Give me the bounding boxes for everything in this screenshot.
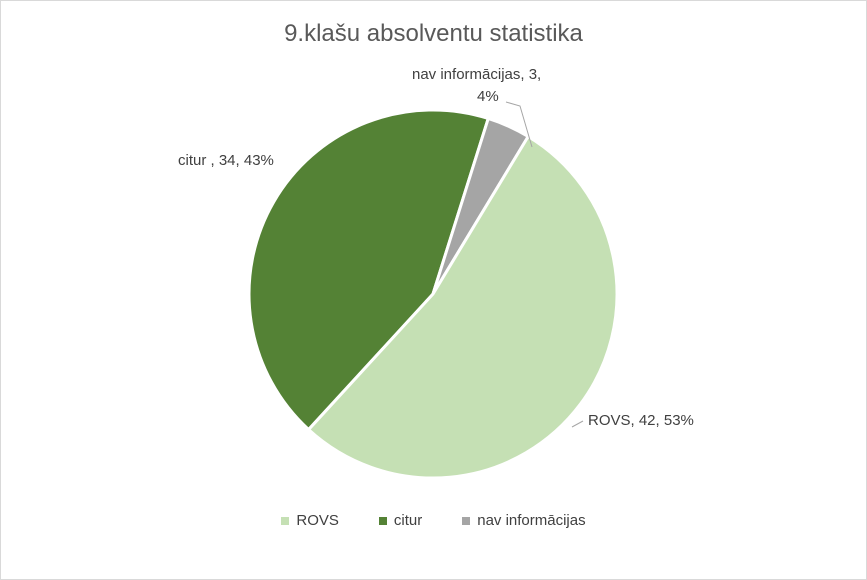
legend-item-rovs: ROVS (281, 512, 339, 529)
legend: ROVS citur nav informācijas (0, 512, 867, 529)
legend-label-citur: citur (393, 512, 423, 529)
legend-label-nav-informacijas: nav informācijas (477, 512, 586, 529)
legend-item-citur: citur (378, 512, 423, 529)
data-label-rovs: ROVS, 42, 53% (588, 412, 694, 429)
chart-title: 9.klašu absolventu statistika (284, 20, 583, 47)
pie-slice-rovs (306, 134, 619, 480)
legend-swatch-citur (378, 516, 387, 525)
pie-slice-citur (247, 108, 491, 432)
data-label-nav-informacijas-line1: nav informācijas, 3, (412, 66, 541, 83)
leader-line-nav-informacijas (505, 101, 533, 148)
legend-swatch-rovs (281, 516, 290, 525)
legend-label-rovs: ROVS (296, 512, 339, 529)
leader-line-rovs (571, 420, 584, 428)
legend-item-nav-informacijas: nav informācijas (462, 512, 586, 529)
data-label-citur: citur , 34, 43% (178, 152, 274, 169)
data-label-nav-informacijas-line2: 4% (477, 88, 499, 105)
legend-swatch-nav-informacijas (462, 516, 471, 525)
